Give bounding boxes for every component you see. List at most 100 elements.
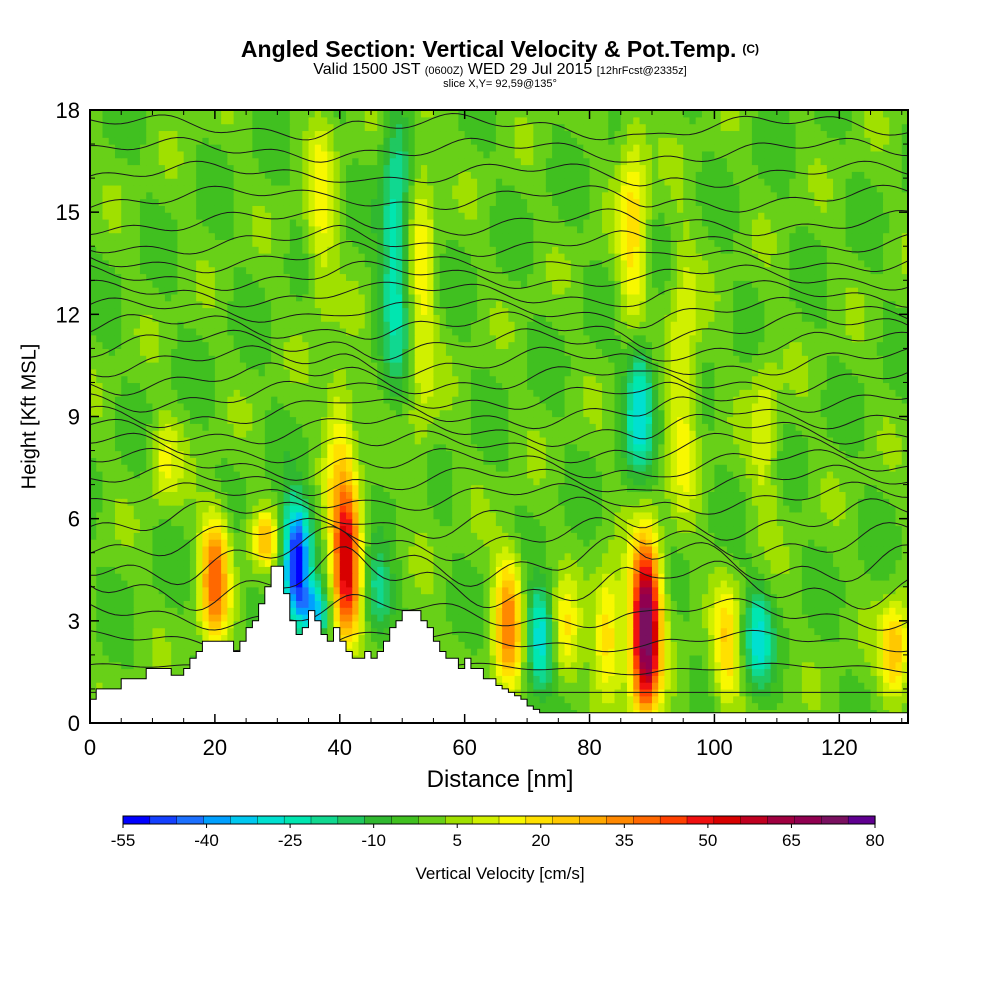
field-cell (146, 600, 154, 608)
field-cell (726, 579, 734, 588)
field-cell (395, 532, 403, 540)
field-cell (508, 511, 516, 520)
field-cell (308, 573, 316, 581)
field-cell (96, 525, 104, 533)
field-cell (164, 539, 172, 547)
field-cell (808, 464, 815, 472)
field-cell (102, 675, 110, 683)
field-cell (414, 505, 422, 513)
field-cell (108, 532, 116, 540)
field-cell (389, 539, 397, 547)
field-cell (445, 484, 453, 493)
field-cell (246, 545, 253, 554)
field-cell (651, 539, 659, 547)
field-cell (839, 511, 847, 520)
field-cell (833, 586, 840, 595)
field-cell (196, 552, 203, 561)
field-cell (708, 634, 716, 642)
field-cell (570, 491, 578, 499)
field-cell (870, 634, 878, 642)
field-cell (333, 545, 341, 554)
field-cell (352, 648, 360, 656)
field-cell (133, 641, 141, 649)
field-cell (801, 593, 809, 601)
field-cell (352, 470, 360, 479)
field-cell (733, 682, 740, 690)
field-cell (670, 648, 678, 656)
field-cell (470, 573, 478, 581)
field-cell (645, 600, 653, 608)
field-cell (183, 620, 191, 629)
field-cell (458, 484, 466, 493)
field-cell (739, 484, 747, 493)
field-cell (733, 573, 740, 581)
field-cell (239, 579, 247, 588)
field-cell (783, 702, 790, 710)
field-cell (808, 695, 815, 704)
field-cell (895, 470, 903, 479)
field-cell (683, 702, 691, 710)
field-cell (858, 661, 865, 670)
field-cell (545, 552, 553, 561)
field-cell (121, 464, 129, 472)
field-cell (352, 614, 360, 622)
field-cell (826, 484, 834, 493)
field-cell (789, 607, 797, 615)
field-cell (445, 525, 453, 533)
field-cell (658, 545, 666, 554)
field-cell (895, 607, 903, 615)
field-cell (177, 668, 185, 676)
field-cell (783, 668, 790, 676)
field-cell (389, 586, 397, 595)
field-cell (102, 607, 110, 615)
field-cell (520, 654, 528, 663)
field-cell (252, 607, 260, 615)
field-cell (458, 607, 466, 615)
field-cell (452, 579, 460, 588)
field-cell (327, 470, 335, 479)
field-cell (208, 586, 216, 595)
field-cell (483, 539, 491, 547)
field-cell (608, 566, 616, 574)
field-cell (114, 532, 122, 540)
field-cell (377, 511, 385, 520)
field-cell (808, 532, 815, 540)
field-cell (558, 518, 566, 527)
field-cell (614, 600, 622, 608)
field-cell (146, 654, 154, 663)
field-cell (764, 505, 772, 513)
field-cell (708, 648, 716, 656)
field-cell (146, 559, 154, 567)
field-cell (352, 573, 360, 581)
field-cell (670, 593, 678, 601)
field-cell (726, 552, 734, 561)
field-cell (839, 627, 847, 636)
field-cell (470, 498, 478, 506)
field-cell (570, 614, 578, 622)
field-cell (296, 552, 303, 561)
field-cell (502, 675, 509, 683)
field-cell (164, 505, 172, 513)
field-cell (720, 648, 728, 656)
field-cell (776, 505, 784, 513)
field-cell (683, 695, 691, 704)
field-cell (402, 518, 410, 527)
field-cell (395, 484, 403, 493)
field-cell (745, 505, 753, 513)
field-cell (227, 620, 235, 629)
field-cell (214, 505, 222, 513)
field-cell (296, 518, 303, 527)
field-cell (695, 484, 703, 493)
field-cell (502, 607, 509, 615)
field-cell (695, 593, 703, 601)
field-cell (464, 634, 472, 642)
field-cell (758, 661, 765, 670)
field-cell (539, 648, 547, 656)
field-cell (389, 525, 397, 533)
field-cell (552, 464, 559, 472)
field-cell (770, 702, 778, 710)
field-cell (164, 470, 172, 479)
field-cell (502, 464, 509, 472)
field-cell (527, 477, 534, 486)
field-cell (820, 525, 828, 533)
